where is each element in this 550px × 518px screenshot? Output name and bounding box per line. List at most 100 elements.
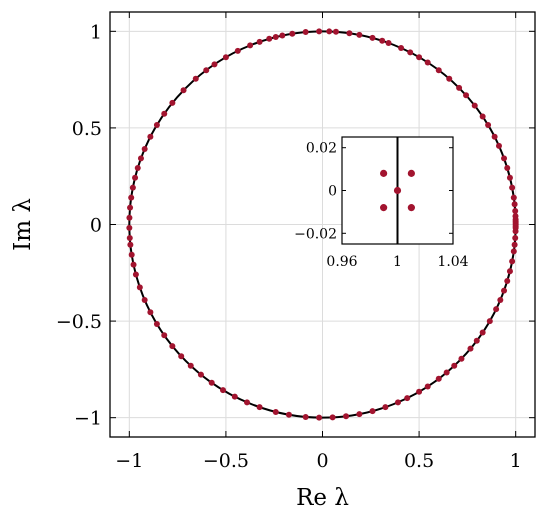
eigenvalue-point <box>326 28 333 35</box>
eigenvalue-point <box>187 362 194 369</box>
eigenvalue-point <box>398 45 405 52</box>
eigenvalue-point <box>130 261 137 268</box>
eigenvalue-point <box>302 413 309 420</box>
eigenvalue-point <box>153 122 160 129</box>
eigenvalue-point <box>126 234 133 241</box>
eigenvalue-point <box>153 320 160 327</box>
eigenvalue-point <box>247 42 254 49</box>
inset-eigenvalue-points <box>380 169 415 212</box>
eigenvalue-point <box>129 184 136 191</box>
y-tick-label: −0.5 <box>56 311 102 333</box>
y-tick-label: 1 <box>90 21 102 43</box>
eigenvalue-point <box>467 345 474 352</box>
eigenvalue-point <box>509 184 516 191</box>
y-axis-label: Im λ <box>10 198 36 251</box>
eigenvalue-point <box>435 67 442 74</box>
eigenvalue-point <box>385 39 392 46</box>
eigenvalue-point <box>220 387 227 394</box>
eigenvalue-point <box>509 258 516 265</box>
eigenvalue-point <box>446 75 453 82</box>
eigenvalue-point <box>435 375 442 382</box>
y-tick-label: 0.5 <box>72 118 102 140</box>
eigenvalue-point <box>289 30 296 37</box>
eigenvalue-point <box>346 30 353 37</box>
eigenvalue-point <box>147 133 154 140</box>
eigenvalue-point <box>504 165 511 172</box>
eigenvalue-point <box>137 155 144 162</box>
eigenvalue-point <box>356 411 363 418</box>
eigenvalue-point <box>332 28 339 35</box>
eigenvalue-point <box>279 32 286 39</box>
eigenvalue-point <box>256 38 263 45</box>
eigenvalue-point <box>497 296 504 303</box>
eigenvalue-point <box>234 47 241 54</box>
x-tick-label: −1 <box>115 450 143 472</box>
eigenvalue-point <box>416 54 423 61</box>
eigenvalue-point <box>473 337 480 344</box>
eigenvalue-point <box>161 332 168 339</box>
eigenvalue-point <box>343 413 350 420</box>
eigenvalue-point <box>479 113 486 120</box>
eigenvalue-point <box>127 241 134 248</box>
eigenvalue-point <box>136 284 143 291</box>
eigenvalue-point <box>266 35 273 42</box>
eigenvalue-point <box>169 99 176 106</box>
inset-y-tick-label: −0.02 <box>294 226 337 242</box>
eigenvalue-point <box>394 399 401 406</box>
x-tick-label: 1 <box>510 450 522 472</box>
x-tick-label: 0 <box>316 450 328 472</box>
zoom-inset: 0.96 1 1.04 −0.02 0 0.02 <box>294 136 469 270</box>
main-y-tick-labels: −1 −0.5 0 0.5 1 <box>56 21 102 429</box>
eigenvalue-point <box>127 204 134 211</box>
eigenvalue-point <box>126 224 133 231</box>
main-tick-marks <box>110 12 535 437</box>
x-axis-label: Re λ <box>296 485 349 511</box>
eigenvalue-point <box>141 296 148 303</box>
inset-eigenvalue-point <box>407 204 415 212</box>
eigenvalue-point <box>203 67 210 74</box>
eigenvalue-point <box>458 355 465 362</box>
eigenvalue-point <box>132 174 139 181</box>
main-x-tick-labels: −1 −0.5 0 0.5 1 <box>115 450 521 472</box>
eigenvalue-point <box>506 268 513 275</box>
eigenvalue-point <box>424 383 431 390</box>
eigenvalue-points <box>126 28 519 421</box>
eigenvalue-point <box>407 49 414 56</box>
inset-y-tick-labels: −0.02 0 0.02 <box>294 141 337 243</box>
inset-y-tick-label: 0.02 <box>306 141 337 157</box>
eigenvalue-point <box>443 369 450 376</box>
inset-x-tick-labels: 0.96 1 1.04 <box>326 254 468 270</box>
eigenvalue-point <box>510 248 517 255</box>
eigenvalue-point <box>316 414 323 421</box>
inset-eigenvalue-point <box>380 204 388 212</box>
x-tick-label: 0.5 <box>404 450 434 472</box>
eigenvalue-point <box>456 84 463 91</box>
eigenvalue-point <box>128 251 135 258</box>
eigenvalue-point <box>141 146 148 153</box>
eigenvalue-point <box>369 408 376 415</box>
inset-y-tick-label: 0 <box>328 184 337 200</box>
eigenvalue-point <box>256 404 263 411</box>
eigenvalue-point <box>132 271 139 278</box>
eigenvalue-point <box>493 306 500 313</box>
inset-x-tick-label: 1.04 <box>437 254 468 270</box>
eigenvalue-point <box>506 174 513 181</box>
inset-x-tick-label: 1 <box>393 254 402 270</box>
eigenvalue-point <box>512 208 519 215</box>
eigenvalue-point <box>479 329 486 336</box>
eigenvalue-point <box>222 54 229 61</box>
eigenvalue-point <box>511 201 518 208</box>
eigenvalue-point <box>424 59 431 66</box>
main-grid <box>110 12 535 437</box>
eigenvalue-point <box>128 194 135 201</box>
eigenvalue-point <box>512 223 519 230</box>
eigenvalue-point <box>134 165 141 172</box>
eigenvalue-point <box>504 277 511 284</box>
eigenvalue-point <box>369 34 376 41</box>
unit-circle-curve <box>128 30 517 419</box>
eigenvalue-point <box>208 379 215 386</box>
eigenvalue-point <box>510 194 517 201</box>
eigenvalue-point <box>501 155 508 162</box>
inset-eigenvalue-point <box>393 186 402 195</box>
